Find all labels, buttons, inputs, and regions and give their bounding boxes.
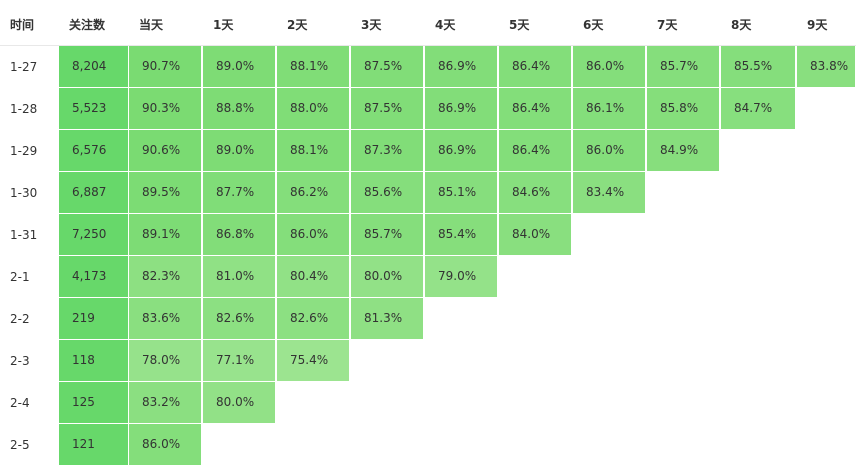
retention-cell: 89.1%	[129, 214, 201, 255]
follow-count-cell: 5,523	[59, 88, 128, 129]
follow-count-cell: 6,887	[59, 172, 128, 213]
follow-count-cell: 6,576	[59, 130, 128, 171]
row-date-label: 1-31	[10, 228, 38, 242]
retention-cell: 83.2%	[129, 382, 201, 423]
retention-cell: 88.0%	[277, 88, 349, 129]
retention-cell: 89.5%	[129, 172, 201, 213]
retention-cell: 86.9%	[425, 88, 497, 129]
column-header-11: 9天	[807, 18, 828, 32]
retention-cell: 90.6%	[129, 130, 201, 171]
retention-cell: 87.5%	[351, 88, 423, 129]
retention-cell: 89.0%	[203, 130, 275, 171]
retention-cell: 90.7%	[129, 46, 201, 87]
retention-cell: 88.1%	[277, 130, 349, 171]
retention-cell: 85.8%	[647, 88, 719, 129]
retention-cell: 85.5%	[721, 46, 795, 87]
follow-count-cell: 4,173	[59, 256, 128, 297]
retention-cell: 86.8%	[203, 214, 275, 255]
retention-cell: 79.0%	[425, 256, 497, 297]
retention-cell: 85.6%	[351, 172, 423, 213]
column-header-10: 8天	[731, 18, 752, 32]
retention-cell: 83.8%	[797, 46, 855, 87]
retention-cell: 83.4%	[573, 172, 645, 213]
retention-cell: 86.2%	[277, 172, 349, 213]
retention-cell: 78.0%	[129, 340, 201, 381]
retention-cell: 84.0%	[499, 214, 571, 255]
retention-cell: 88.1%	[277, 46, 349, 87]
retention-cell: 90.3%	[129, 88, 201, 129]
retention-cell: 84.6%	[499, 172, 571, 213]
retention-cell: 80.0%	[203, 382, 275, 423]
retention-cell: 75.4%	[277, 340, 349, 381]
retention-cell: 82.6%	[203, 298, 275, 339]
row-date-label: 1-27	[10, 60, 38, 74]
retention-cell: 86.0%	[129, 424, 201, 465]
follow-count-cell: 7,250	[59, 214, 128, 255]
retention-cell: 85.4%	[425, 214, 497, 255]
retention-cell: 86.9%	[425, 46, 497, 87]
column-header-0: 时间	[10, 18, 35, 32]
row-date-label: 2-5	[10, 438, 30, 452]
column-header-6: 4天	[435, 18, 456, 32]
retention-cell: 85.7%	[351, 214, 423, 255]
retention-cell: 80.4%	[277, 256, 349, 297]
follow-count-cell: 8,204	[59, 46, 128, 87]
retention-cell: 77.1%	[203, 340, 275, 381]
retention-cell: 86.4%	[499, 88, 571, 129]
retention-cell: 86.0%	[573, 130, 645, 171]
column-header-8: 6天	[583, 18, 604, 32]
retention-cell: 88.8%	[203, 88, 275, 129]
retention-cell: 81.3%	[351, 298, 423, 339]
row-date-label: 2-3	[10, 354, 30, 368]
row-date-label: 1-29	[10, 144, 38, 158]
row-date-label: 1-30	[10, 186, 38, 200]
retention-cell: 86.0%	[277, 214, 349, 255]
row-date-label: 2-2	[10, 312, 30, 326]
row-date-label: 2-1	[10, 270, 30, 284]
retention-cell: 86.4%	[499, 46, 571, 87]
retention-cell: 87.3%	[351, 130, 423, 171]
retention-cell: 87.5%	[351, 46, 423, 87]
retention-cell: 82.6%	[277, 298, 349, 339]
column-header-9: 7天	[657, 18, 678, 32]
retention-cell: 82.3%	[129, 256, 201, 297]
row-date-label: 1-28	[10, 102, 38, 116]
retention-cell: 86.9%	[425, 130, 497, 171]
follow-count-cell: 219	[59, 298, 128, 339]
retention-cell: 85.1%	[425, 172, 497, 213]
column-header-3: 1天	[213, 18, 234, 32]
retention-cell: 86.1%	[573, 88, 645, 129]
follow-count-cell: 118	[59, 340, 128, 381]
retention-cell: 84.9%	[647, 130, 719, 171]
retention-cell: 81.0%	[203, 256, 275, 297]
follow-count-cell: 125	[59, 382, 128, 423]
retention-cell: 86.4%	[499, 130, 571, 171]
column-header-7: 5天	[509, 18, 530, 32]
retention-cell: 89.0%	[203, 46, 275, 87]
column-header-5: 3天	[361, 18, 382, 32]
header-divider	[0, 45, 856, 46]
follow-count-cell: 121	[59, 424, 128, 465]
retention-cell: 80.0%	[351, 256, 423, 297]
retention-cell: 83.6%	[129, 298, 201, 339]
row-date-label: 2-4	[10, 396, 30, 410]
column-header-4: 2天	[287, 18, 308, 32]
retention-cell: 84.7%	[721, 88, 795, 129]
column-header-1: 关注数	[69, 18, 106, 32]
retention-cell: 85.7%	[647, 46, 719, 87]
column-header-2: 当天	[139, 18, 164, 32]
retention-cell: 86.0%	[573, 46, 645, 87]
retention-cell: 87.7%	[203, 172, 275, 213]
